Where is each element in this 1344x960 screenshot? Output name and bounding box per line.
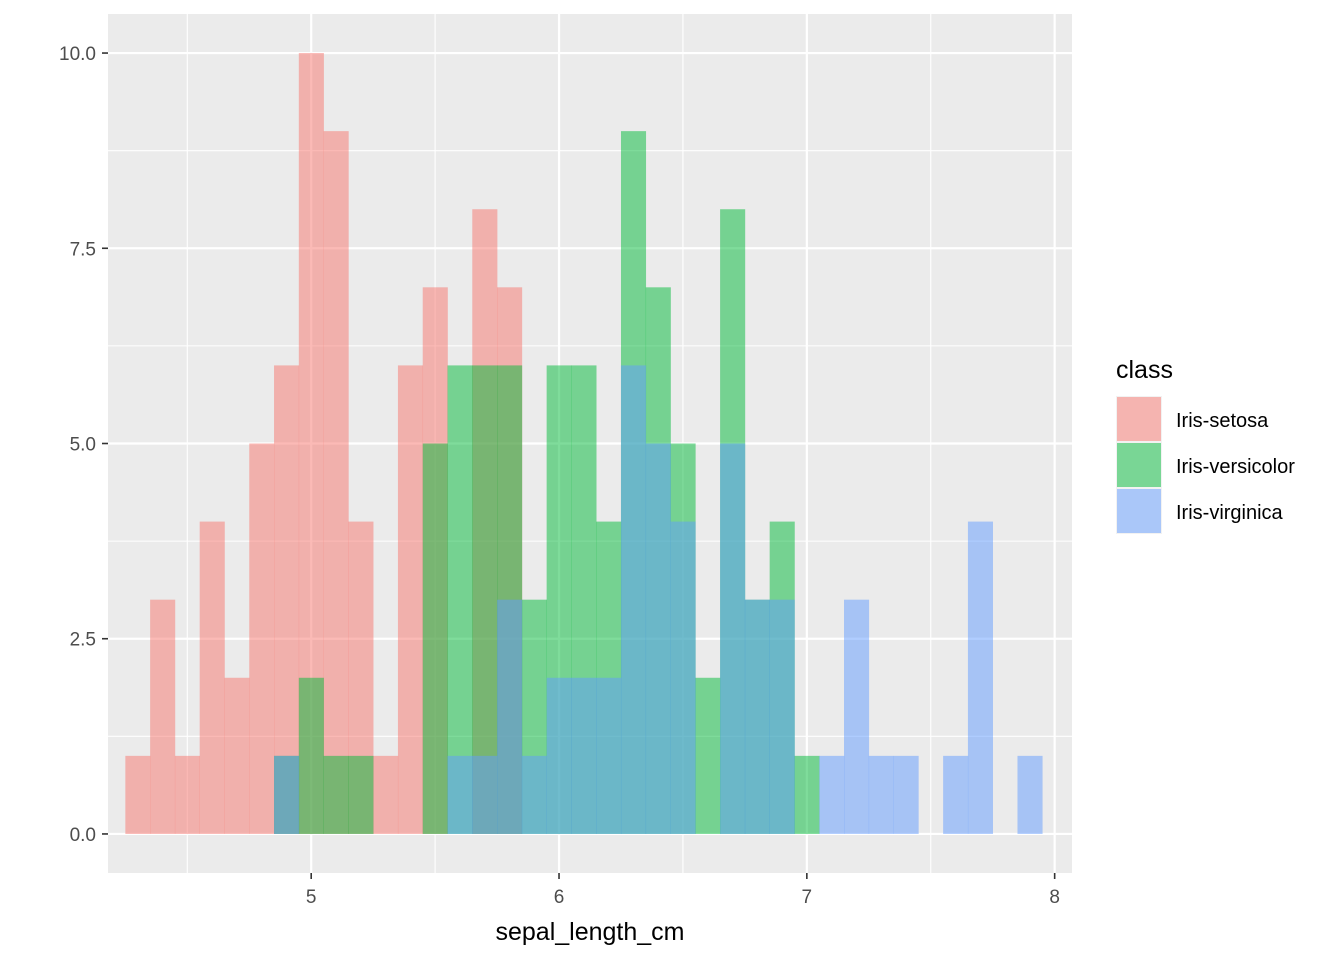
histogram-bar: [546, 677, 572, 834]
histogram-bars: [125, 53, 1043, 834]
histogram-bar: [720, 443, 746, 834]
histogram-bar: [174, 755, 200, 834]
histogram-bar: [943, 755, 969, 834]
y-tick-label: 10.0: [59, 44, 96, 65]
histogram-bar: [249, 443, 275, 834]
legend: class Iris-setosa Iris-versicolor Iris-vir…: [1116, 356, 1295, 534]
x-tick-label: 5: [306, 887, 317, 908]
legend-title: class: [1116, 356, 1173, 384]
legend-swatch: [1117, 443, 1161, 487]
histogram-bar: [571, 677, 597, 834]
legend-label: Iris-virginica: [1176, 502, 1284, 524]
histogram-bar: [521, 755, 547, 834]
histogram-bar: [150, 599, 176, 834]
histogram-bar: [769, 599, 795, 834]
legend-item: Iris-virginica: [1116, 488, 1284, 534]
histogram-bar: [348, 755, 374, 834]
histogram-bar: [125, 755, 151, 834]
histogram-bar: [497, 599, 523, 834]
histogram-bar: [620, 365, 647, 834]
histogram-bar: [422, 443, 448, 834]
histogram-bar: [199, 521, 225, 834]
y-tick-label: 7.5: [70, 239, 96, 260]
x-axis-title: sepal_length_cm: [495, 918, 684, 946]
histogram-bar: [596, 677, 622, 834]
legend-swatch: [1117, 489, 1161, 533]
histogram-bar: [447, 755, 473, 834]
histogram-bar: [224, 677, 250, 834]
histogram-bar: [274, 755, 300, 834]
histogram-bar: [670, 521, 696, 834]
histogram-bar: [373, 755, 399, 834]
legend-label: Iris-versicolor: [1176, 456, 1295, 478]
histogram-bar: [1017, 755, 1043, 834]
x-tick-label: 7: [802, 887, 813, 908]
x-axis: 5 6 7 8: [306, 873, 1060, 908]
legend-items: Iris-setosa Iris-versicolor Iris-virginica: [1116, 396, 1295, 534]
series-iris-virginica: [274, 365, 1043, 834]
legend-item: Iris-versicolor: [1116, 442, 1295, 488]
histogram-bar: [298, 677, 324, 834]
histogram-bar: [819, 755, 845, 834]
y-tick-label: 0.0: [70, 825, 96, 846]
histogram-bar: [472, 755, 498, 834]
y-tick-label: 2.5: [70, 630, 96, 651]
legend-label: Iris-setosa: [1176, 410, 1269, 432]
x-tick-label: 8: [1049, 887, 1060, 908]
histogram-bar: [868, 755, 894, 834]
histogram-bar: [967, 521, 993, 834]
histogram-bar: [744, 599, 770, 834]
histogram-bar: [893, 755, 919, 834]
legend-swatch: [1117, 397, 1161, 441]
histogram-bar: [397, 365, 424, 834]
histogram-bar: [323, 755, 349, 834]
histogram-bar: [695, 677, 721, 834]
y-tick-label: 5.0: [70, 435, 96, 456]
histogram-bar: [645, 443, 671, 834]
histogram-bar: [794, 755, 820, 834]
x-tick-label: 6: [554, 887, 565, 908]
y-axis: 0.0 2.5 5.0 7.5 10.0: [59, 44, 108, 846]
histogram-bar: [844, 599, 870, 834]
legend-item: Iris-setosa: [1116, 396, 1269, 442]
histogram-bar: [323, 131, 349, 834]
